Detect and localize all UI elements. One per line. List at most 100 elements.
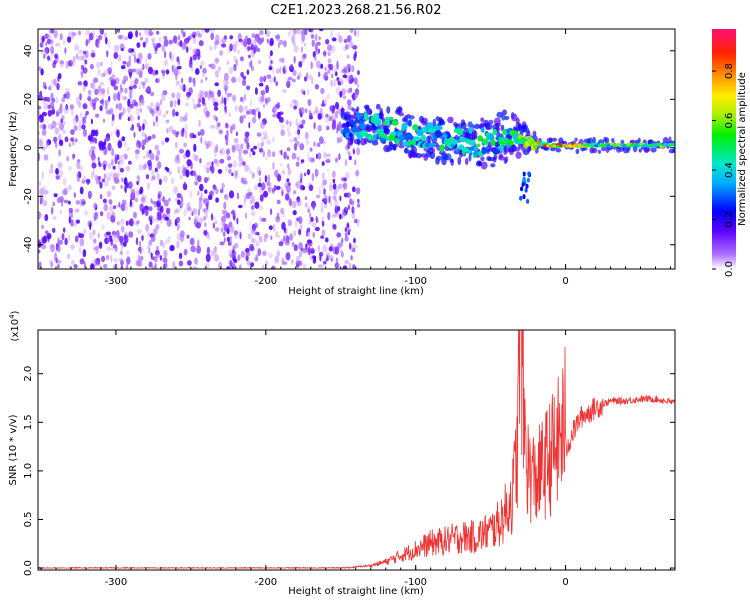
noise-blob (249, 243, 255, 251)
noise-blob (92, 229, 96, 236)
noise-blob (176, 232, 181, 241)
noise-blob (68, 216, 71, 224)
noise-blob (356, 220, 360, 228)
noise-blob (209, 165, 212, 171)
noise-blob (264, 233, 269, 239)
noise-blob (353, 244, 358, 249)
noise-blob (258, 82, 264, 87)
noise-blob (150, 234, 156, 243)
noise-blob (308, 156, 313, 163)
noise-blob (318, 71, 321, 78)
noise-blob (90, 118, 93, 125)
noise-blob (85, 38, 89, 47)
noise-blob (133, 79, 137, 87)
noise-blob (346, 192, 351, 198)
ridge-halo (398, 106, 402, 112)
noise-blob (197, 131, 201, 136)
noise-blob (114, 153, 118, 162)
y-tick-label: -20 (23, 188, 34, 204)
noise-blob (141, 235, 144, 241)
noise-blob (137, 115, 140, 121)
noise-blob (120, 65, 126, 70)
noise-blob (337, 205, 341, 212)
noise-blob (307, 99, 312, 107)
ridge-halo (490, 163, 496, 168)
noise-blob (330, 30, 333, 39)
noise-blob (54, 53, 59, 59)
ridge-halo (461, 122, 467, 130)
noise-blob (204, 29, 210, 33)
noise-blob (167, 236, 171, 241)
noise-blob (284, 182, 290, 189)
noise-blob (183, 249, 188, 256)
noise-blob (134, 54, 136, 64)
ridge-halo (543, 146, 550, 151)
ridge-blob (442, 133, 448, 139)
ridge-blob (355, 112, 362, 119)
noise-blob (98, 176, 101, 185)
noise-blob (246, 69, 250, 75)
spectrogram-y-ticks: -40 -20 0 20 40 (23, 44, 675, 253)
ridge-halo (575, 148, 580, 154)
noise-blob (182, 116, 188, 122)
noise-blob (300, 107, 305, 115)
noise-blob (161, 214, 165, 219)
noise-blob (118, 258, 124, 262)
noise-blob (145, 86, 150, 93)
noise-blob (220, 227, 224, 233)
noise-blob (110, 60, 113, 69)
noise-blob (99, 105, 103, 112)
noise-blob (183, 208, 188, 217)
noise-blob (70, 219, 74, 227)
noise-blob (42, 200, 48, 207)
noise-blob (217, 89, 222, 98)
noise-blob (129, 86, 133, 90)
noise-blob (55, 42, 61, 47)
noise-blob (152, 121, 156, 126)
y-tick-label: 40 (23, 44, 34, 57)
noise-blob (45, 49, 48, 57)
noise-blob (349, 41, 354, 49)
ridge-blob (376, 128, 385, 133)
noise-blob (38, 211, 41, 220)
noise-blob (79, 198, 84, 207)
noise-blob (138, 99, 143, 108)
noise-blob (177, 98, 181, 106)
noise-blob (141, 144, 145, 150)
noise-blob (106, 190, 112, 198)
ridge-halo (515, 151, 522, 159)
noise-blob (59, 195, 65, 203)
ridge-blob (398, 134, 405, 142)
noise-blob (110, 215, 115, 223)
noise-blob (151, 218, 155, 223)
spectrogram-frame (37, 28, 676, 270)
noise-blob (289, 103, 293, 108)
noise-blob (83, 228, 87, 235)
noise-blob (332, 191, 338, 197)
noise-blob (195, 48, 201, 57)
noise-blob (233, 137, 239, 144)
noise-blob (139, 94, 144, 104)
noise-blob (179, 234, 185, 243)
noise-blob (203, 208, 206, 215)
noise-blob (58, 149, 61, 157)
noise-blob (156, 150, 161, 156)
noise-blob (308, 115, 313, 120)
noise-blob (194, 215, 199, 224)
noise-blob (200, 60, 205, 66)
noise-blob (113, 258, 118, 263)
noise-blob (138, 125, 142, 132)
noise-blob (199, 183, 204, 192)
noise-blob (148, 206, 153, 212)
noise-blob (331, 63, 334, 72)
noise-blob (333, 79, 336, 87)
noise-blob (51, 206, 54, 215)
noise-blob (330, 79, 334, 88)
noise-blob (61, 97, 66, 103)
noise-blob (235, 131, 238, 137)
noise-blob (310, 29, 314, 35)
noise-blob (273, 76, 276, 83)
noise-blob (357, 70, 360, 76)
noise-blob (334, 205, 339, 214)
noise-blob (239, 96, 244, 102)
